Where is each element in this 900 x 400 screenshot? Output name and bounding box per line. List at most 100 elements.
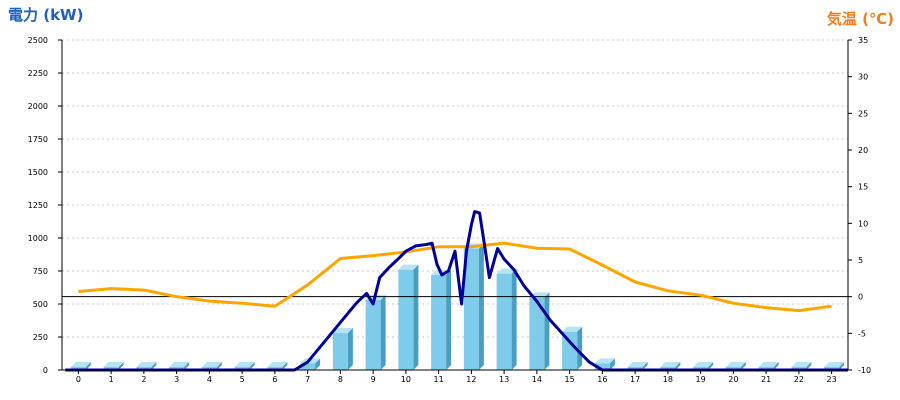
data-lines [65, 210, 848, 372]
power-bar-top [169, 362, 190, 367]
power-bar-front [365, 300, 381, 370]
x-tick-label: 3 [174, 375, 179, 384]
x-tick-label: 22 [794, 375, 804, 384]
power-bar-side [249, 362, 255, 370]
left-tick-label: 1000 [28, 234, 48, 243]
power-line [65, 210, 848, 372]
power-bar-side [184, 362, 190, 370]
power-bar-side [642, 362, 648, 370]
power-bar-side [282, 362, 288, 370]
power-bar-side [118, 362, 124, 370]
power-bar-top [824, 362, 845, 367]
power-bar-top [136, 362, 157, 367]
power-bar-top [398, 264, 419, 270]
power-bar-side [380, 295, 386, 370]
power-bar [496, 268, 517, 370]
x-tick-label: 5 [240, 375, 245, 384]
right-tick-label: 25 [858, 109, 868, 118]
x-tick-label: 9 [371, 375, 376, 384]
right-axis-title: 気温 (℃) [827, 10, 894, 28]
left-tick-label: 750 [33, 267, 48, 276]
power-bar-side [151, 362, 157, 370]
power-bar-top [627, 362, 648, 367]
left-tick-label: 1250 [28, 201, 48, 210]
left-tick-label: 0 [43, 366, 48, 375]
power-bar [594, 358, 615, 370]
power-bar-top [496, 268, 517, 274]
power-bar-side [577, 326, 583, 370]
right-tick-label: 30 [858, 73, 868, 82]
power-bar-top [660, 362, 681, 367]
power-bar-front [463, 248, 479, 370]
left-tick-label: 250 [33, 333, 48, 342]
power-bar-front [398, 269, 414, 370]
gridlines [62, 39, 848, 338]
power-bar-side [85, 362, 91, 370]
power-bar-top [791, 362, 812, 367]
x-tick-label: 7 [305, 375, 310, 384]
x-tick-label: 15 [565, 375, 575, 384]
left-tick-label: 2000 [28, 102, 48, 111]
power-bar-side [446, 269, 452, 370]
power-bar-side [675, 362, 681, 370]
power-bar-side [544, 292, 550, 370]
power-bar-front [332, 333, 348, 370]
power-bar [398, 264, 419, 370]
x-tick-label: 1 [109, 375, 114, 384]
power-bar-front [431, 274, 447, 370]
power-bar-side [609, 358, 615, 370]
power-bar [332, 328, 353, 370]
left-tick-label: 2250 [28, 69, 48, 78]
x-tick-label: 14 [532, 375, 542, 384]
axes: 02505007501000125015001750200022502500-1… [28, 36, 871, 384]
power-bar-side [478, 243, 484, 370]
right-tick-label: 0 [858, 293, 863, 302]
x-tick-label: 2 [141, 375, 146, 384]
x-tick-label: 0 [76, 375, 81, 384]
left-tick-label: 2500 [28, 36, 48, 45]
power-bar-top [70, 362, 91, 367]
x-tick-label: 23 [827, 375, 837, 384]
power-bar [365, 295, 386, 370]
x-tick-label: 8 [338, 375, 343, 384]
power-bar-side [315, 358, 321, 370]
x-tick-label: 18 [663, 375, 673, 384]
power-bar-top [693, 362, 714, 367]
x-tick-label: 17 [630, 375, 640, 384]
temperature-line [78, 241, 832, 313]
power-bar-front [594, 363, 610, 370]
x-tick-label: 11 [434, 375, 444, 384]
x-tick-label: 19 [696, 375, 706, 384]
power-bar-top [201, 362, 222, 367]
x-tick-label: 10 [401, 375, 411, 384]
x-tick-label: 4 [207, 375, 212, 384]
x-tick-label: 16 [597, 375, 607, 384]
power-bar-top [562, 326, 583, 332]
power-bar-front [529, 297, 545, 370]
left-tick-label: 500 [33, 300, 48, 309]
power-bar-top [234, 362, 255, 367]
x-tick-label: 12 [466, 375, 476, 384]
power-bar-top [267, 362, 288, 367]
power-bar-front [300, 363, 316, 370]
x-tick-label: 21 [761, 375, 771, 384]
power-bar-top [594, 358, 615, 364]
x-tick-label: 20 [728, 375, 738, 384]
right-tick-label: 35 [858, 36, 868, 45]
power-bar-side [347, 328, 353, 370]
power-bar-side [806, 362, 812, 370]
power-bar-front [496, 273, 512, 370]
power-bar-top [725, 362, 746, 367]
right-tick-label: -10 [858, 366, 871, 375]
x-tick-label: 13 [499, 375, 509, 384]
right-tick-label: 10 [858, 219, 868, 228]
power-bar [562, 326, 583, 370]
left-axis-title: 電力 (kW) [8, 6, 83, 24]
power-bar [431, 269, 452, 370]
right-tick-label: 20 [858, 146, 868, 155]
power-bar-side [740, 362, 746, 370]
power-bar-top [758, 362, 779, 367]
power-bar-side [839, 362, 845, 370]
power-bar-side [511, 268, 517, 370]
